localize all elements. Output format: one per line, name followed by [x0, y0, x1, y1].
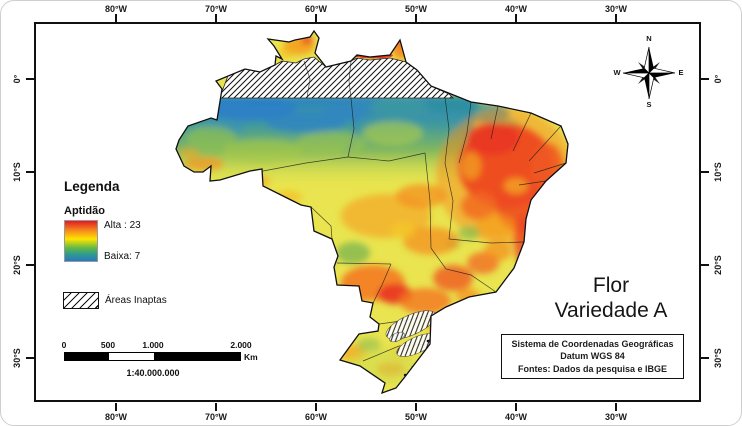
lon-label-top: 30°W — [604, 4, 628, 14]
tick-top — [115, 14, 117, 22]
lat-label-right: 10°S — [713, 162, 723, 182]
tick-bottom — [415, 403, 417, 411]
tick-top — [615, 14, 617, 22]
compass-rose — [622, 46, 676, 100]
scalebar-unit: Km — [244, 352, 258, 362]
compass-south-label: S — [646, 100, 652, 109]
compass-east-label: E — [678, 68, 684, 77]
map-frame — [34, 22, 701, 402]
scalebar-tick-label: 500 — [100, 340, 116, 350]
tick-left — [26, 78, 34, 80]
tick-right — [701, 171, 709, 173]
map-title: Flor Variedade A — [526, 273, 696, 323]
tick-top — [415, 14, 417, 22]
legend-inapt-label: Áreas Inaptas — [105, 295, 167, 306]
lon-label-bottom: 50°W — [404, 412, 428, 422]
tick-bottom — [615, 403, 617, 411]
lat-label-left: 30°S — [12, 348, 22, 368]
tick-bottom — [215, 403, 217, 411]
legend-high-label: Alta : 23 — [104, 220, 141, 231]
lat-label-right: 20°S — [713, 255, 723, 275]
tick-left — [26, 357, 34, 359]
brazil-outline — [175, 29, 569, 395]
credits-line1: Sistema de Coordenadas Geográficas — [511, 339, 674, 349]
legend-low-label: Baixa: 7 — [104, 251, 141, 262]
compass-west-label: W — [613, 68, 621, 77]
lat-label-left: 10°S — [12, 162, 22, 182]
tick-top — [515, 14, 517, 22]
scalebar-tick-label: 2.000 — [230, 340, 252, 350]
tick-left — [26, 264, 34, 266]
lon-label-top: 70°W — [204, 4, 228, 14]
lon-label-bottom: 60°W — [304, 412, 328, 422]
lon-label-top: 50°W — [404, 4, 428, 14]
lon-label-bottom: 30°W — [604, 412, 628, 422]
legend-section-title: Aptidão — [64, 205, 105, 217]
tick-left — [26, 171, 34, 173]
tick-right — [701, 78, 709, 80]
credits-line3: Fontes: Dados da pesquisa e IBGE — [517, 363, 668, 374]
lon-label-top: 60°W — [304, 4, 328, 14]
tick-right — [701, 264, 709, 266]
tick-bottom — [315, 403, 317, 411]
credits-line2: Datum WGS 84 — [560, 351, 625, 362]
lon-label-bottom: 40°W — [504, 412, 528, 422]
tick-right — [701, 357, 709, 359]
tick-top — [315, 14, 317, 22]
tick-bottom — [115, 403, 117, 411]
map-title-line1: Flor — [592, 274, 630, 297]
map-title-line2: Variedade A — [554, 299, 668, 322]
legend-gradient-swatch — [64, 220, 98, 262]
scalebar-ratio: 1:40.000.000 — [126, 368, 180, 378]
lat-label-left: 0° — [12, 74, 22, 84]
credits-box: Sistema de Coordenadas Geográficas Datum… — [501, 334, 684, 379]
inapt-area-south — [385, 310, 438, 357]
lon-label-bottom: 70°W — [204, 412, 228, 422]
lon-label-bottom: 80°W — [104, 412, 128, 422]
lat-label-right: 30°S — [713, 348, 723, 368]
scalebar-tick-label: 1.000 — [142, 340, 164, 350]
lat-label-left: 20°S — [12, 255, 22, 275]
compass-north-label: N — [646, 34, 652, 43]
lon-label-top: 80°W — [104, 4, 128, 14]
lat-label-right: 0° — [713, 74, 723, 84]
lon-label-top: 40°W — [504, 4, 528, 14]
tick-bottom — [515, 403, 517, 411]
scalebar — [64, 352, 241, 361]
tick-top — [215, 14, 217, 22]
legend-hatch-swatch — [63, 292, 99, 309]
legend-heading: Legenda — [64, 179, 120, 194]
scalebar-tick-label: 0 — [61, 340, 67, 350]
